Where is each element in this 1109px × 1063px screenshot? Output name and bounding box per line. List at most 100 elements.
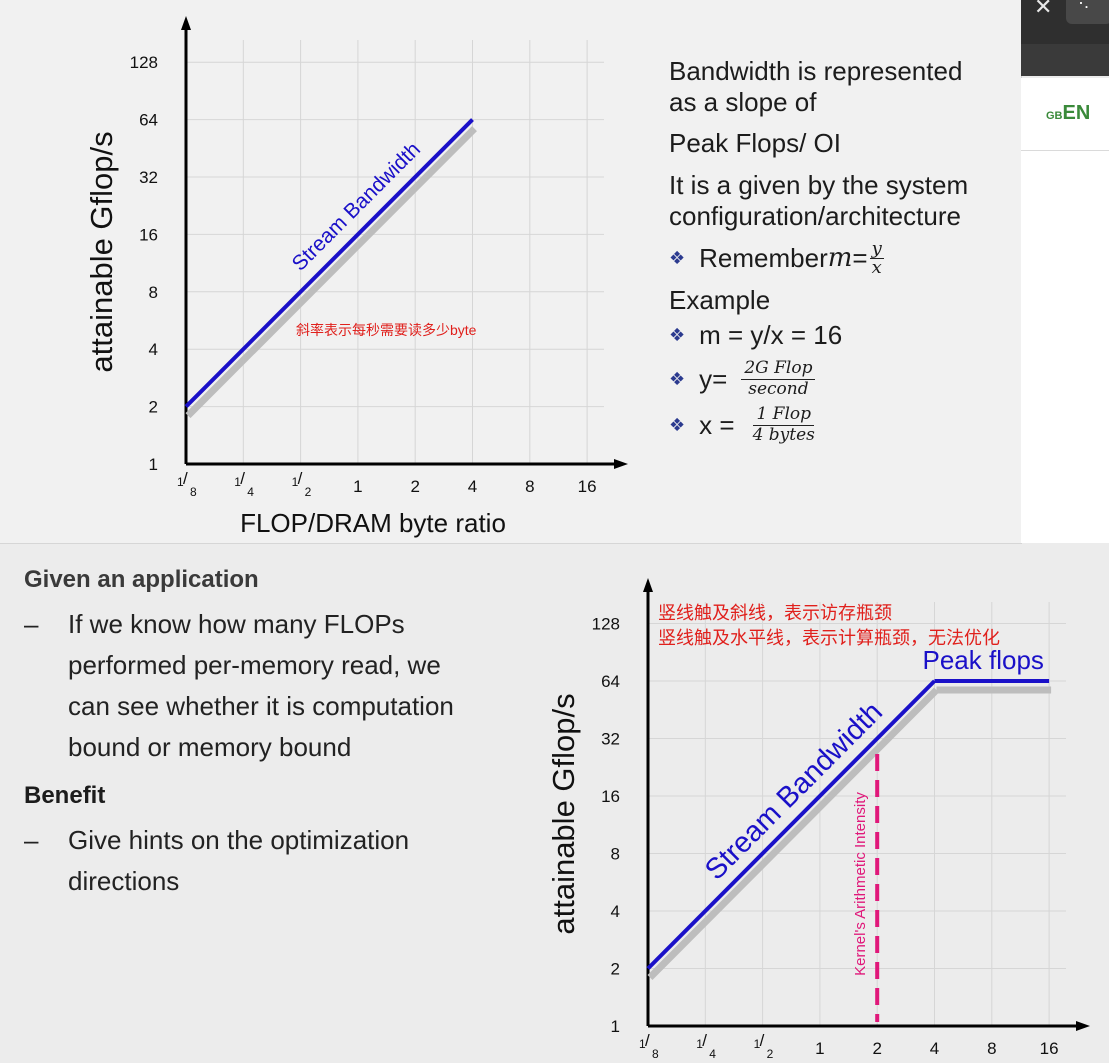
example-1: ❖ m = y/x = 16 [669,320,968,351]
x-tick-label: 16 [578,477,597,496]
example-3: ❖ x = 1 Flop 4 bytes [669,405,968,445]
list-item: – If we know how many FLOPs performed pe… [24,604,544,768]
y-tick-label: 4 [611,902,620,921]
x-tick-label-num: 1 [292,475,299,489]
x-axis-arrow-icon [614,459,628,469]
ex2-numerator: 2G Flop [741,359,816,380]
y-tick-label: 16 [601,787,620,806]
lang-en-label: EN [1062,102,1091,124]
stream-bandwidth-line [646,679,936,970]
x-tick-label-slash: / [645,1031,650,1050]
diamond-bullet-icon: ❖ [669,368,686,389]
x-tick-label: 2 [410,477,419,496]
y-axis-label: attainable Gflop/s [84,131,119,372]
browser-tab[interactable] [1066,0,1109,24]
example-3-fraction: 1 Flop 4 bytes [753,405,815,445]
example-2-label: y= [699,363,728,394]
x-tick-label: 4 [930,1039,939,1058]
section-title: Given an application [24,566,259,593]
m-variable: m [827,242,853,273]
x-tick-label-den: 4 [709,1047,716,1061]
x-axis-arrow-icon [1076,1021,1090,1031]
note-remember: ❖ Remember m = y x [669,237,968,278]
series-label-peak-flops: Peak flops [923,645,1044,675]
item-2-text: Give hints on the optimization direction… [68,825,410,896]
y-tick-label: 2 [611,960,620,979]
x-tick-label-den: 4 [247,485,254,499]
x-tick-label-den: 8 [190,485,197,499]
y-tick-label: 1 [149,455,158,474]
x-tick-label-slash: / [240,469,245,488]
diamond-bullet-icon: ❖ [669,414,686,435]
y-tick-label: 4 [149,340,158,359]
close-icon[interactable]: ✕ [1034,0,1053,19]
y-tick-label: 128 [592,615,620,634]
x-tick-label: 4 [468,477,477,496]
x-tick-label: 1 [353,477,362,496]
note-line-2: as a slope of [669,87,817,118]
y-tick-label: 128 [130,53,158,72]
note-line-3: Peak Flops/ OI [669,128,841,159]
x-tick-label-slash: / [298,469,303,488]
x-tick-label-num: 1 [754,1037,761,1051]
x-tick-label-den: 2 [305,485,312,499]
dash-bullet: – [24,825,39,855]
y-axis-label: attainable Gflop/s [546,693,581,934]
benefit-title: Benefit [24,782,106,809]
bottom-text: Given an application – If we know how ma… [24,566,544,910]
x-tick-label: 1 [815,1039,824,1058]
note-line-4: It is a given by the system [669,169,969,200]
x-tick-label-num: 1 [234,475,241,489]
m-fraction: y x [869,237,884,278]
diamond-bullet-icon: ❖ [669,324,686,345]
y-tick-label: 2 [149,398,158,417]
y-axis-arrow-icon [643,578,653,592]
y-tick-label: 32 [139,168,158,187]
x-tick-label-num: 1 [639,1037,646,1051]
y-tick-label: 8 [611,845,620,864]
example-2-fraction: 2G Flop second [741,359,816,399]
language-toggle-button[interactable]: GBEN [1046,102,1090,125]
more-icon[interactable]: ·: [1078,0,1089,12]
lang-gb-label: GB [1046,110,1063,122]
note-line-1: Bandwidth is represented [669,56,963,86]
item-1-text: If we know how many FLOPs performed per-… [68,609,454,762]
series-shadow [647,687,939,980]
stream-bandwidth-line [184,118,474,409]
series-label-stream-bandwidth: Stream Bandwidth [288,138,426,276]
fraction-numerator: y [869,237,884,259]
list-item: – Give hints on the optimization directi… [24,820,544,902]
example-2: ❖ y= 2G Flop second [669,359,968,399]
diamond-bullet-icon: ❖ [669,247,686,268]
x-tick-label: 8 [525,477,534,496]
y-tick-label: 64 [601,672,620,691]
top-slide [0,0,1022,544]
y-tick-label: 1 [611,1017,620,1036]
kernel-intensity-label: Kernel's Arithmetic Intensity [852,792,869,976]
dash-bullet: – [24,609,39,639]
ex3-numerator: 1 Flop [753,405,815,426]
x-tick-label-den: 8 [652,1047,659,1061]
example-label: Example [669,284,771,315]
series-shadow [185,126,477,419]
y-tick-label: 64 [139,111,158,130]
language-panel [1021,78,1109,151]
ex3-denominator: 4 bytes [752,424,815,445]
annotation-compute-bound: 竖线触及水平线，表示计算瓶颈，无法优化 [658,628,1000,648]
y-tick-label: 8 [149,283,158,302]
y-axis-arrow-icon [181,16,191,30]
x-tick-label: 8 [987,1039,996,1058]
bottom-slide [0,544,1109,1063]
equals: = [852,242,868,273]
x-tick-label-den: 2 [767,1047,774,1061]
example-1-text: m = y/x = 16 [699,320,843,351]
fraction-denominator: x [871,256,882,278]
annotation-slope-note: 斜率表示每秒需要读多少byte [296,322,477,338]
note-line-5: configuration/architecture [669,200,961,231]
y-tick-label: 32 [601,730,620,749]
x-tick-label: 2 [872,1039,881,1058]
side-panel [1021,151,1109,543]
x-tick-label-slash: / [760,1031,765,1050]
